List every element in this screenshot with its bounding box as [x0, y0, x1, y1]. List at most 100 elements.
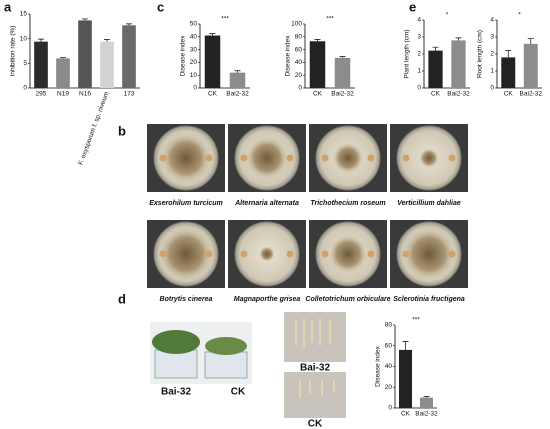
y-tick-label: 5: [23, 60, 27, 67]
y-tick-label: 40: [295, 59, 303, 66]
error-bar: [455, 37, 462, 41]
y-tick-label: 80: [385, 322, 393, 329]
panel-label: b: [118, 123, 126, 138]
significance: *: [446, 12, 449, 19]
y-tick-label: 0: [193, 85, 197, 92]
disc: [321, 154, 329, 162]
x-tick-label: Bai2-32: [447, 91, 470, 98]
disc: [448, 154, 456, 162]
x-tick-label: N16: [79, 91, 91, 98]
error-bar: [60, 57, 66, 59]
x-tick-label: CK: [401, 411, 411, 418]
dish-photos: Exserohilum turcicum Alternaria alternata…: [147, 124, 468, 303]
y-tick-label: 1: [490, 68, 494, 75]
error-bar: [104, 39, 110, 42]
y-tick-label: 50: [190, 21, 198, 28]
y-tick-label: 2: [490, 51, 494, 58]
x-tick-label: CK: [504, 91, 514, 98]
bar: [428, 50, 443, 88]
y-tick-label: 40: [385, 363, 393, 370]
dish-caption: Botrytis cinerea: [160, 296, 213, 303]
y-axis-label: Disease index: [375, 345, 382, 387]
y-axis-label: Disease index: [285, 35, 292, 77]
error-bar: [402, 341, 409, 350]
y-tick-label: 10: [20, 35, 28, 42]
fungus: [160, 132, 212, 184]
fungus: [259, 246, 275, 262]
x-tick-label: CK: [208, 91, 218, 98]
fungus: [402, 227, 456, 281]
panel-label: a: [4, 0, 12, 14]
y-tick-label: 4: [490, 17, 494, 24]
y-axis-label: Plant length (cm): [404, 29, 411, 78]
significance: ***: [221, 16, 229, 23]
error-bar: [314, 39, 321, 42]
y-tick-label: 60: [385, 342, 393, 349]
dish-caption: Trichothecium roseum: [310, 200, 385, 207]
foliage: [205, 337, 247, 355]
y-tick-label: 1: [417, 68, 421, 75]
bar: [398, 349, 413, 408]
bar: [34, 41, 48, 88]
y-tick-label: 20: [385, 384, 393, 391]
y-axis-label: Root length (cm): [477, 30, 484, 78]
y-tick-label: 3: [417, 34, 421, 41]
photo-label: Bai-32: [300, 363, 330, 374]
disc: [240, 250, 248, 258]
panel-label: e: [409, 0, 416, 14]
error-bar: [423, 396, 430, 398]
disc: [402, 250, 410, 258]
dish-caption: Exserohilum turcicum: [149, 200, 223, 207]
error-bar: [505, 50, 512, 58]
error-bar: [82, 18, 88, 21]
y-tick-label: 0: [23, 85, 27, 92]
dish-caption: Alternaria alternata: [234, 200, 299, 207]
error-bar: [38, 38, 44, 42]
y-tick-label: 60: [295, 46, 303, 53]
y-tick-label: 100: [291, 21, 302, 28]
significance: ***: [412, 317, 420, 324]
y-tick-label: 15: [20, 11, 28, 18]
error-bar: [339, 56, 346, 58]
bar: [334, 57, 351, 88]
disc: [448, 250, 456, 258]
error-bar: [527, 38, 534, 44]
x-tick-label: Bai2-32: [226, 91, 249, 98]
panel-label: d: [118, 291, 126, 306]
root-photo: [284, 312, 346, 362]
bar: [56, 58, 70, 88]
x-tick-label: Bai2-32: [415, 411, 438, 418]
bar: [229, 72, 246, 88]
y-tick-label: 10: [190, 72, 198, 79]
bar: [78, 20, 92, 89]
pot: [154, 349, 198, 379]
y-tick-label: 40: [190, 34, 198, 41]
x-tick-label: Bai2-32: [520, 91, 543, 98]
y-tick-label: 0: [490, 85, 494, 92]
disc: [367, 250, 375, 258]
disc: [286, 154, 294, 162]
y-axis-label: Inhibition rate (%): [10, 26, 17, 77]
bar: [523, 43, 538, 88]
y-tick-label: 20: [295, 72, 303, 79]
y-tick-label: 2: [417, 51, 421, 58]
y-tick-label: 30: [190, 46, 198, 53]
photo-label: CK: [308, 419, 323, 429]
foliage: [152, 330, 200, 354]
bar: [451, 40, 466, 88]
fungus: [245, 136, 289, 180]
y-tick-label: 0: [388, 405, 392, 412]
fungus: [419, 148, 439, 168]
disc: [159, 250, 167, 258]
fungus: [332, 142, 364, 174]
disc: [402, 154, 410, 162]
fungus: [328, 234, 368, 274]
significance: *: [518, 12, 521, 19]
root-photo: [284, 372, 346, 418]
bar: [204, 35, 221, 88]
roots: [299, 380, 335, 398]
pot: [204, 351, 248, 379]
dish-caption: Sclerotinia fructigena: [393, 296, 465, 303]
disc: [159, 154, 167, 162]
